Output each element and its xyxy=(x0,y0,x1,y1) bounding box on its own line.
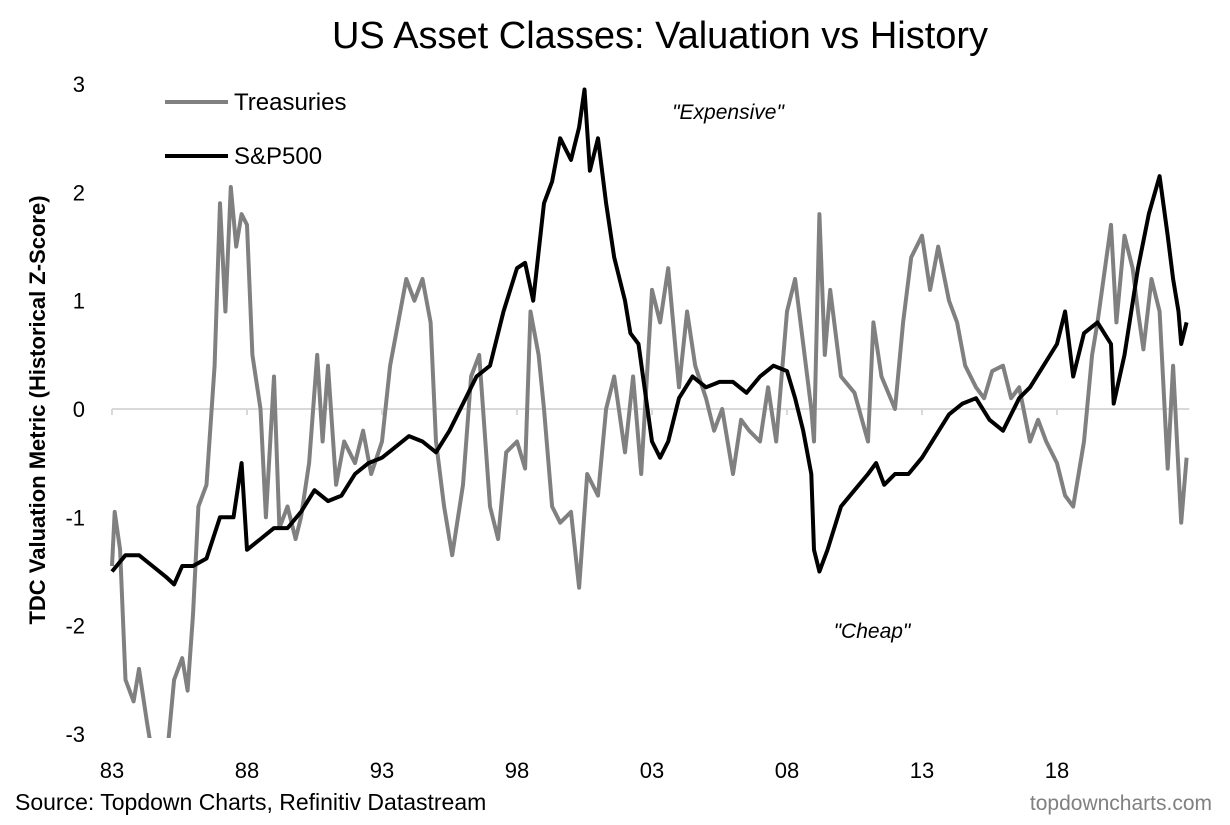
y-axis-label: TDC Valuation Metric (Historical Z-Score… xyxy=(25,195,50,624)
series-line-sp500 xyxy=(110,87,1189,587)
x-tick-label: 08 xyxy=(775,758,799,783)
y-tick-label: 1 xyxy=(73,289,85,314)
x-tick-label: 13 xyxy=(910,758,934,783)
legend-label-treasuries: Treasuries xyxy=(234,89,346,116)
x-tick-label: 93 xyxy=(370,758,394,783)
legend: Treasuries S&P500 xyxy=(165,89,346,170)
x-tick-label: 83 xyxy=(100,758,124,783)
legend-label-sp500: S&P500 xyxy=(234,143,322,170)
x-tick-label: 18 xyxy=(1045,758,1069,783)
annotation-expensive: "Expensive" xyxy=(672,101,785,124)
y-tick-label: 0 xyxy=(73,397,85,422)
y-tick-label: 3 xyxy=(73,72,85,97)
x-tick-label: 88 xyxy=(235,758,259,783)
watermark: topdowncharts.com xyxy=(1030,792,1212,815)
y-tick-label: -1 xyxy=(65,505,85,530)
chart-title: US Asset Classes: Valuation vs History xyxy=(332,15,988,57)
x-tick-label: 98 xyxy=(505,758,529,783)
source-note: Source: Topdown Charts, Refinitiv Datast… xyxy=(15,789,486,815)
y-tick-label: 2 xyxy=(73,180,85,205)
annotation-cheap: "Cheap" xyxy=(834,620,912,643)
y-tick-label: -2 xyxy=(65,614,85,639)
x-tick-label: 03 xyxy=(640,758,664,783)
y-tick-label: -3 xyxy=(65,722,85,747)
series-line-treasuries xyxy=(110,185,1189,738)
